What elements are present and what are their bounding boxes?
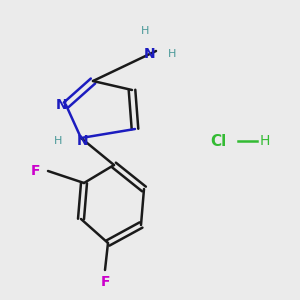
Text: N: N [56, 98, 67, 112]
Text: F: F [31, 164, 41, 178]
Text: Cl: Cl [210, 134, 226, 148]
Text: N: N [144, 47, 156, 61]
Text: H: H [54, 136, 63, 146]
Text: H: H [168, 49, 177, 59]
Text: N: N [77, 134, 88, 148]
Text: H: H [141, 26, 150, 37]
Text: F: F [100, 275, 110, 289]
Text: H: H [260, 134, 270, 148]
